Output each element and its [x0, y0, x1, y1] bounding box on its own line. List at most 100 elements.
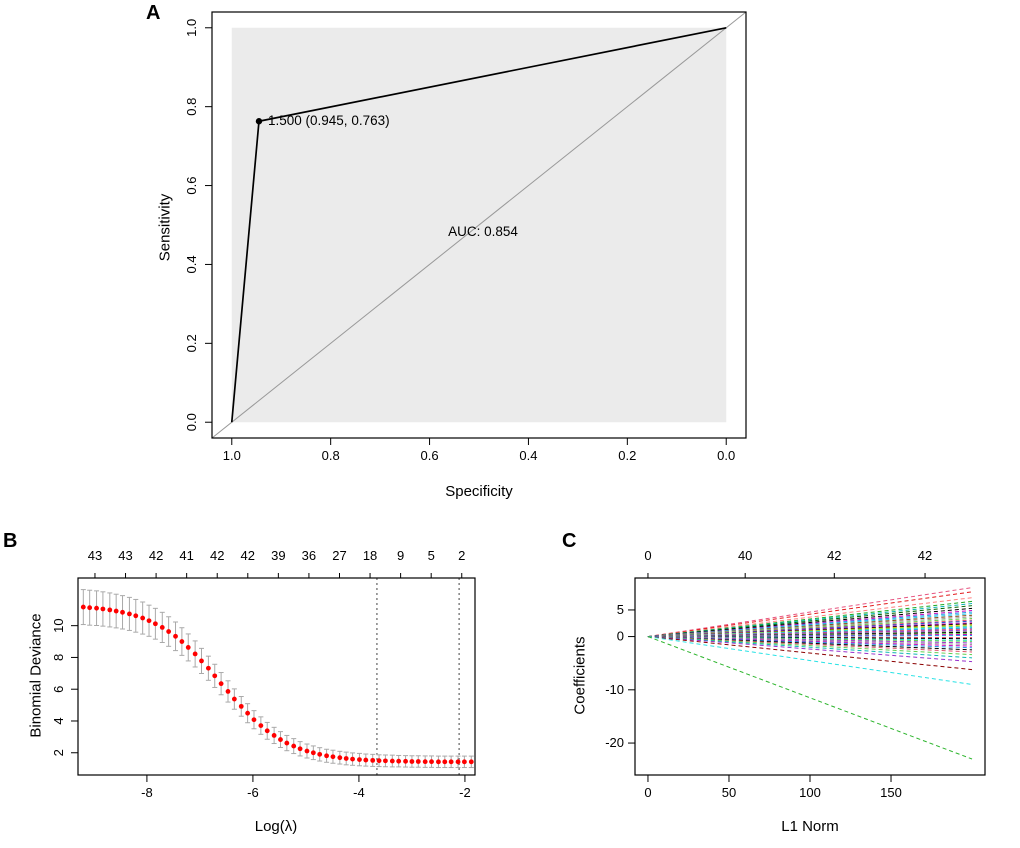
deviance-point [113, 608, 119, 614]
coefficient-path-line [647, 622, 973, 638]
axis-tick-label: 10 [51, 618, 66, 632]
deviance-point [317, 751, 323, 757]
coefficient-path-line [647, 636, 973, 639]
deviance-point [389, 758, 395, 764]
coefficient-path-line [647, 636, 973, 641]
deviance-point [310, 750, 316, 756]
axis-tick-label: -10 [605, 682, 624, 697]
nonzero-count-label: 42 [210, 548, 224, 563]
deviance-point [80, 604, 86, 610]
deviance-point [337, 755, 343, 761]
axis-tick-label: 50 [722, 785, 736, 800]
deviance-point [409, 759, 415, 764]
axis-tick-label: 1.0 [223, 448, 241, 463]
coefficient-path-line [647, 614, 973, 638]
deviance-point [271, 733, 277, 738]
deviance-point [363, 757, 369, 763]
nonzero-count-label: 43 [118, 548, 132, 563]
coefficient-path-line [647, 624, 973, 638]
coefficient-path-line [647, 636, 973, 659]
best-threshold-point [255, 118, 263, 125]
deviance-point [330, 754, 336, 760]
deviance-point [258, 723, 264, 728]
deviance-point [205, 665, 211, 671]
panel-a-label: A [146, 2, 161, 24]
axis-tick-label: 0.6 [184, 177, 199, 195]
coef-xaxis-title: L1 Norm [781, 818, 839, 835]
coefficient-path-line [647, 636, 973, 644]
deviance-point [376, 758, 382, 764]
coefficient-path-line [647, 636, 973, 663]
roc-yaxis-title: Sensitivity [156, 193, 174, 262]
coefficient-path-line [647, 636, 973, 671]
nonzero-count-label: 5 [428, 548, 435, 563]
coefficient-path-line [647, 631, 973, 638]
axis-tick-label: 0.8 [322, 448, 340, 463]
nonzero-count-label: 27 [332, 548, 346, 563]
deviance-point [297, 746, 303, 752]
coef-yaxis-title: Coefficients [571, 636, 589, 715]
coefficient-path-line [647, 607, 973, 638]
coefficient-path-line [647, 636, 973, 642]
axis-tick-label: 0.4 [184, 255, 199, 273]
cv-deviance-chart: -8 -6 -4 -2 2 4 6 8 10 43 43 42 41 42 42 39 36 27 18 9 5 2 [51, 548, 476, 800]
nonzero-count-label: 39 [271, 548, 285, 563]
coefficient-path-line [647, 620, 973, 638]
deviance-point [436, 759, 441, 765]
deviance-point [468, 759, 474, 765]
coefficient-path-line [647, 636, 973, 647]
deviance-point [199, 658, 204, 664]
deviance-point [218, 681, 224, 687]
nonzero-count-label: 41 [179, 548, 193, 563]
deviance-point [383, 758, 388, 764]
deviance-point [94, 605, 99, 611]
deviance-point [343, 756, 349, 761]
coefficient-path-line [647, 623, 973, 638]
axis-tick-label: 5 [617, 602, 624, 617]
coefficient-path-line [647, 597, 973, 638]
deviance-point [107, 607, 113, 613]
coefficient-path-line [647, 636, 973, 651]
df-count-label: 40 [738, 548, 752, 563]
deviance-point [192, 651, 198, 657]
roc-plot-border [211, 11, 747, 439]
deviance-point [251, 717, 257, 723]
deviance-point [225, 689, 231, 694]
coefficient-path-line [647, 613, 973, 638]
panel-c-label: C [562, 530, 577, 552]
deviance-point [159, 625, 165, 630]
chance-diagonal-line [211, 11, 747, 439]
deviance-point [284, 740, 290, 746]
deviance-point [448, 759, 454, 765]
axis-tick-label: 0.0 [717, 448, 735, 463]
df-count-label: 42 [918, 548, 932, 563]
nonzero-count-label: 43 [88, 548, 102, 563]
coefficient-path-line [647, 591, 973, 638]
axis-tick-label: -20 [605, 735, 624, 750]
coefficient-path-line [647, 627, 973, 638]
coefficient-path-line [647, 636, 973, 653]
deviance-point [442, 759, 448, 765]
axis-tick-label: 8 [51, 654, 66, 661]
coefficient-path-line [647, 611, 973, 638]
deviance-yaxis-title: Binomial Deviance [27, 613, 45, 738]
deviance-point [370, 757, 376, 763]
axis-tick-label: 0.6 [421, 448, 439, 463]
deviance-point [152, 621, 158, 627]
deviance-point [173, 633, 178, 639]
deviance-point [87, 605, 93, 611]
deviance-point [231, 696, 237, 702]
deviance-point [133, 613, 139, 619]
deviance-point [120, 609, 125, 615]
coefficient-path-line [647, 600, 973, 638]
deviance-point [422, 759, 428, 765]
roc-chart: 1.0 0.8 0.6 0.4 0.2 0.0 0.0 0.2 0.4 0.6 0.8 1.0 [184, 11, 747, 463]
deviance-point [291, 743, 297, 749]
axis-tick-label: -2 [459, 785, 471, 800]
nonzero-count-label: 9 [397, 548, 404, 563]
deviance-point [212, 673, 218, 679]
coefficient-path-line [647, 636, 973, 760]
coefficient-path-line [647, 609, 973, 638]
axis-tick-label: -8 [141, 785, 153, 800]
coefficient-path-line [647, 619, 973, 638]
